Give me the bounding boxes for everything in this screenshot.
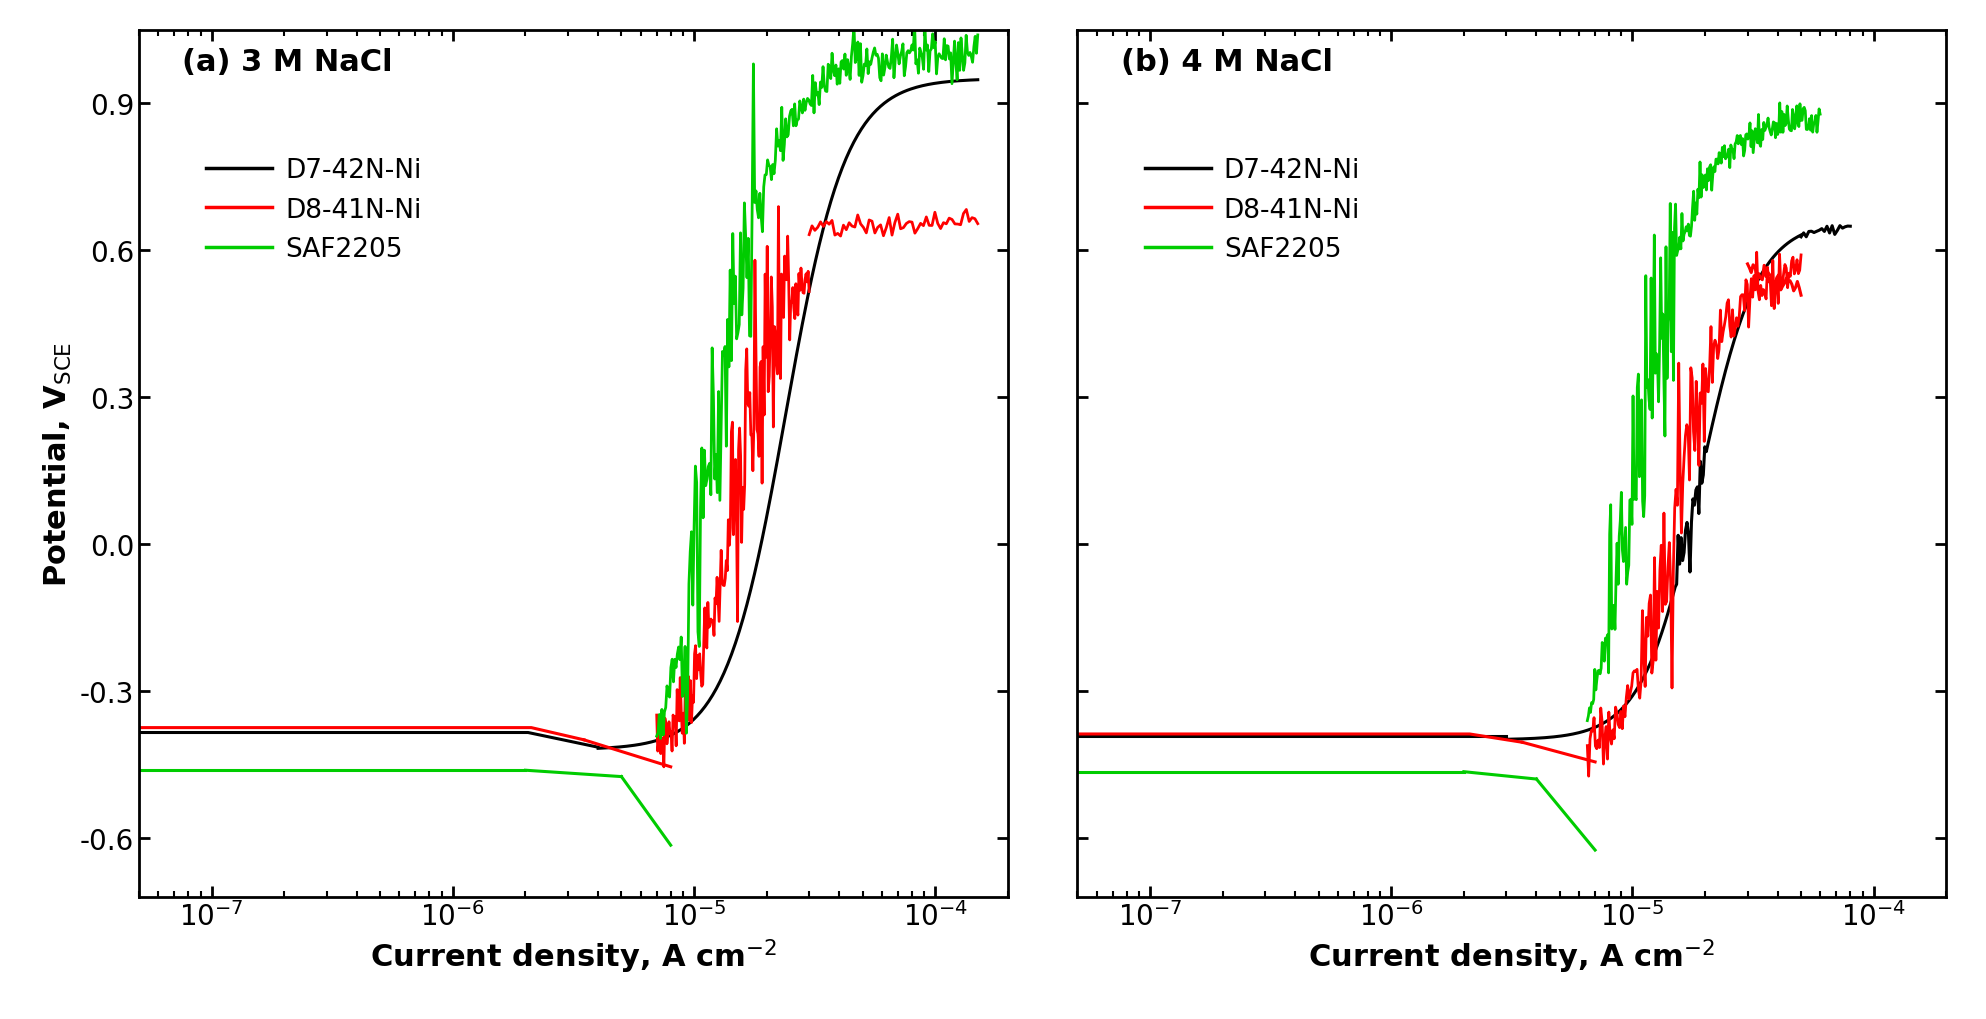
Text: (a) 3 M NaCl: (a) 3 M NaCl <box>183 48 393 76</box>
Legend: D7-42N-Ni, D8-41N-Ni, SAF2205: D7-42N-Ni, D8-41N-Ni, SAF2205 <box>197 148 433 273</box>
Text: (b) 4 M NaCl: (b) 4 M NaCl <box>1120 48 1333 76</box>
Legend: D7-42N-Ni, D8-41N-Ni, SAF2205: D7-42N-Ni, D8-41N-Ni, SAF2205 <box>1134 148 1370 273</box>
X-axis label: Current density, A cm$^{-2}$: Current density, A cm$^{-2}$ <box>1309 937 1716 975</box>
Y-axis label: Potential, V$_{\rm SCE}$: Potential, V$_{\rm SCE}$ <box>42 341 73 586</box>
X-axis label: Current density, A cm$^{-2}$: Current density, A cm$^{-2}$ <box>369 937 777 975</box>
